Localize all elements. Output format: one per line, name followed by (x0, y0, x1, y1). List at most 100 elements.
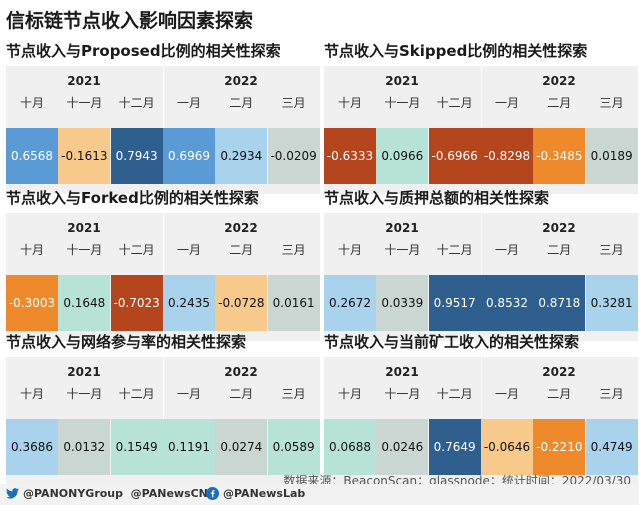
heatmap-cell: 0.2435 (162, 275, 215, 331)
year-label: 2021 (385, 74, 419, 88)
heatmap-cell: 0.1648 (58, 275, 111, 331)
month-label: 一月 (494, 243, 519, 257)
month-label: 十一月 (384, 387, 421, 401)
month-label: 二月 (547, 387, 572, 401)
facebook-handle: @PANewsLab (206, 487, 305, 500)
heatmap-cell: -0.3485 (533, 128, 586, 184)
twitter-text: @PANONYGroup @PANewsCN (23, 487, 208, 500)
heatmap-cell: 0.1549 (110, 419, 163, 475)
month-label: 一月 (176, 387, 201, 401)
facebook-text: @PANewsLab (223, 487, 306, 500)
year-divider (163, 357, 164, 419)
month-label: 十一月 (66, 96, 103, 110)
heatmap-cell: 0.6969 (162, 128, 215, 184)
month-label: 十一月 (66, 243, 103, 257)
month-label: 十月 (337, 96, 362, 110)
year-label: 2022 (542, 74, 576, 88)
heatmap-body: 2021 2022 十月 -0.6333 十一月 0.0966 十二月 -0.6966 一月 -0… (324, 66, 638, 194)
month-label: 一月 (494, 387, 519, 401)
year-label: 2021 (67, 221, 101, 235)
month-label: 三月 (281, 243, 306, 257)
heatmap-cell: -0.0728 (215, 275, 268, 331)
heatmap-cell: 0.7649 (428, 419, 481, 475)
year-divider (163, 66, 164, 128)
month-label: 十二月 (436, 96, 473, 110)
month-label: 十月 (337, 243, 362, 257)
heatmap-cell: 0.1191 (162, 419, 215, 475)
heatmap-body: 2021 2022 十月 0.0688 十一月 0.0246 十二月 0.7649 一月 -0.0… (324, 357, 638, 485)
month-label: 二月 (547, 243, 572, 257)
month-label: 十月 (19, 243, 44, 257)
facebook-icon (206, 487, 219, 500)
heatmap-body: 2021 2022 十月 0.6568 十一月 -0.1613 十二月 0.7943 一月 0.6… (6, 66, 320, 194)
heatmap-cell: -0.2210 (533, 419, 586, 475)
heatmap-cell: 0.8718 (533, 275, 586, 331)
month-label: 十二月 (436, 243, 473, 257)
year-divider (481, 213, 482, 275)
month-label: 二月 (229, 96, 254, 110)
footer-bar: @PANONYGroup @PANewsCN @PANewsLab (0, 484, 639, 505)
heatmap-cell: 0.0189 (585, 128, 638, 184)
month-label: 三月 (599, 387, 624, 401)
heatmap-cell: -0.0209 (267, 128, 320, 184)
year-label: 2022 (224, 74, 258, 88)
month-label: 一月 (176, 96, 201, 110)
heatmap-cell: 0.0132 (58, 419, 111, 475)
twitter-icon (6, 488, 19, 499)
year-label: 2021 (67, 365, 101, 379)
heatmap-cell: 0.3686 (6, 419, 58, 475)
heatmap-cell: 0.3281 (585, 275, 638, 331)
heatmap-body: 2021 2022 十月 0.3686 十一月 0.0132 十二月 0.1549 一月 0.11… (6, 357, 320, 485)
heatmap-cell: 0.0246 (376, 419, 429, 475)
month-label: 三月 (599, 96, 624, 110)
month-label: 十月 (19, 387, 44, 401)
year-divider (481, 66, 482, 128)
heatmap-cell: 0.6568 (6, 128, 58, 184)
month-label: 一月 (494, 96, 519, 110)
heatmap-cell: 0.0688 (324, 419, 376, 475)
heatmap-cell: 0.0966 (376, 128, 429, 184)
year-divider (481, 357, 482, 419)
year-label: 2021 (385, 221, 419, 235)
heatmap-cell: -0.3003 (6, 275, 58, 331)
heatmap-body: 2021 2022 十月 0.2672 十一月 0.0339 十二月 0.9517 一月 0.85… (324, 213, 638, 341)
heatmap-cell: -0.7023 (110, 275, 163, 331)
heatmap-cell: 0.8532 (480, 275, 533, 331)
heatmap-cell: -0.1613 (58, 128, 111, 184)
month-label: 十月 (337, 387, 362, 401)
year-label: 2022 (224, 221, 258, 235)
heatmap-cell: 0.2934 (215, 128, 268, 184)
twitter-handles: @PANONYGroup @PANewsCN (6, 487, 208, 500)
month-label: 三月 (281, 96, 306, 110)
year-label: 2021 (67, 74, 101, 88)
page-title: 信标链节点收入影响因素探索 (6, 10, 254, 32)
heatmap-cell: -0.8298 (480, 128, 533, 184)
heatmap-cell: 0.0589 (267, 419, 320, 475)
heatmap-cell: 0.7943 (110, 128, 163, 184)
heatmap-cell: 0.0161 (267, 275, 320, 331)
year-label: 2021 (385, 365, 419, 379)
panel-title: 节点收入与网络参与率的相关性探索 (6, 333, 247, 351)
panel-title: 节点收入与Skipped比例的相关性探索 (324, 42, 588, 60)
month-label: 十一月 (384, 243, 421, 257)
month-label: 二月 (547, 96, 572, 110)
month-label: 十二月 (436, 387, 473, 401)
month-label: 一月 (176, 243, 201, 257)
year-label: 2022 (542, 221, 576, 235)
heatmap-cell: -0.6966 (428, 128, 481, 184)
month-label: 十一月 (384, 96, 421, 110)
heatmap-cell: 0.9517 (428, 275, 481, 331)
month-label: 二月 (229, 387, 254, 401)
month-label: 十一月 (66, 387, 103, 401)
year-label: 2022 (224, 365, 258, 379)
year-divider (163, 213, 164, 275)
panel-title: 节点收入与Forked比例的相关性探索 (6, 189, 259, 207)
year-label: 2022 (542, 365, 576, 379)
month-label: 十二月 (118, 96, 155, 110)
heatmap-cell: 0.2672 (324, 275, 376, 331)
month-label: 十二月 (118, 387, 155, 401)
month-label: 二月 (229, 243, 254, 257)
month-label: 十月 (19, 96, 44, 110)
heatmap-cell: 0.4749 (585, 419, 638, 475)
heatmap-cell: -0.6333 (324, 128, 376, 184)
